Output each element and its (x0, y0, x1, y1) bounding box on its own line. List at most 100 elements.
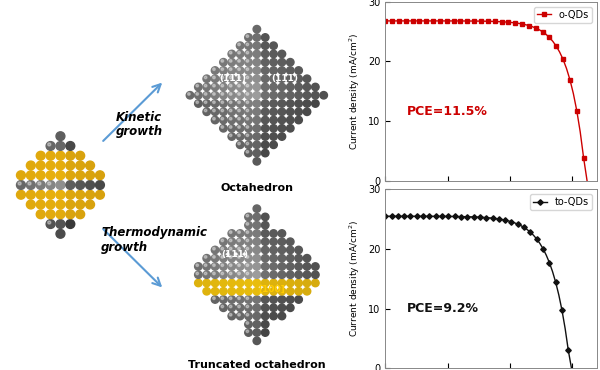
Circle shape (262, 287, 269, 295)
Circle shape (228, 91, 236, 99)
Circle shape (246, 126, 248, 128)
Circle shape (246, 264, 248, 266)
Circle shape (36, 181, 45, 189)
Circle shape (253, 246, 260, 254)
Circle shape (303, 83, 311, 91)
Circle shape (36, 200, 45, 209)
Legend: to-QDs: to-QDs (530, 194, 592, 210)
Circle shape (295, 91, 302, 99)
Circle shape (278, 133, 286, 140)
Circle shape (287, 263, 294, 270)
Circle shape (236, 58, 244, 66)
Circle shape (204, 272, 207, 275)
Circle shape (46, 210, 55, 219)
o-QDs (508, 20, 515, 25)
Circle shape (246, 60, 248, 62)
Circle shape (228, 230, 236, 237)
Circle shape (278, 67, 286, 74)
Text: Thermodynamic: Thermodynamic (101, 226, 207, 239)
Circle shape (253, 230, 260, 237)
Circle shape (221, 256, 224, 258)
Circle shape (246, 51, 248, 54)
Circle shape (303, 91, 311, 99)
Circle shape (253, 271, 260, 279)
Circle shape (238, 126, 241, 128)
Circle shape (253, 337, 260, 344)
Circle shape (46, 220, 55, 228)
Circle shape (76, 200, 85, 209)
Circle shape (221, 297, 224, 300)
Circle shape (76, 171, 85, 179)
Circle shape (196, 84, 199, 87)
Circle shape (245, 75, 252, 83)
Circle shape (95, 171, 104, 179)
Circle shape (262, 141, 269, 148)
to-QDs (382, 214, 389, 219)
Circle shape (295, 100, 302, 107)
Circle shape (246, 142, 248, 145)
Circle shape (246, 92, 248, 95)
Circle shape (236, 125, 244, 132)
Circle shape (270, 304, 277, 312)
Circle shape (245, 91, 252, 99)
Circle shape (245, 329, 252, 336)
Circle shape (253, 296, 260, 303)
Circle shape (221, 126, 224, 128)
Circle shape (229, 68, 232, 70)
Circle shape (295, 279, 302, 287)
Circle shape (287, 75, 294, 83)
o-QDs (583, 178, 590, 183)
Circle shape (245, 213, 252, 221)
Circle shape (86, 200, 95, 209)
Circle shape (245, 149, 252, 157)
Circle shape (253, 255, 260, 262)
Circle shape (66, 161, 75, 170)
Circle shape (245, 296, 252, 303)
Circle shape (211, 271, 219, 279)
Circle shape (211, 279, 219, 287)
Circle shape (212, 256, 215, 258)
Circle shape (211, 108, 219, 115)
Circle shape (56, 171, 65, 179)
Circle shape (270, 271, 277, 279)
Circle shape (287, 67, 294, 74)
Circle shape (278, 287, 286, 295)
Circle shape (311, 279, 319, 287)
Circle shape (203, 255, 211, 262)
Circle shape (17, 181, 25, 189)
Circle shape (66, 210, 75, 219)
Circle shape (278, 279, 286, 287)
Circle shape (46, 191, 55, 199)
Circle shape (236, 133, 244, 140)
Circle shape (270, 67, 277, 74)
Circle shape (221, 68, 224, 70)
Circle shape (246, 134, 248, 137)
Circle shape (203, 287, 211, 295)
Circle shape (203, 263, 211, 270)
Circle shape (278, 116, 286, 124)
Circle shape (95, 181, 104, 189)
Circle shape (253, 125, 260, 132)
Circle shape (38, 182, 41, 185)
Circle shape (278, 50, 286, 58)
Circle shape (303, 108, 311, 115)
Circle shape (262, 42, 269, 50)
Circle shape (220, 238, 227, 245)
Circle shape (262, 238, 269, 245)
Circle shape (212, 68, 215, 70)
Circle shape (56, 210, 65, 219)
Circle shape (47, 143, 51, 146)
Circle shape (295, 116, 302, 124)
Circle shape (253, 26, 260, 33)
Circle shape (278, 91, 286, 99)
Circle shape (194, 83, 202, 91)
Circle shape (221, 272, 224, 275)
Circle shape (229, 109, 232, 112)
Circle shape (245, 133, 252, 140)
Circle shape (262, 213, 269, 221)
Circle shape (221, 117, 224, 120)
Circle shape (236, 141, 244, 148)
Circle shape (228, 67, 236, 74)
Circle shape (221, 109, 224, 112)
Circle shape (262, 67, 269, 74)
